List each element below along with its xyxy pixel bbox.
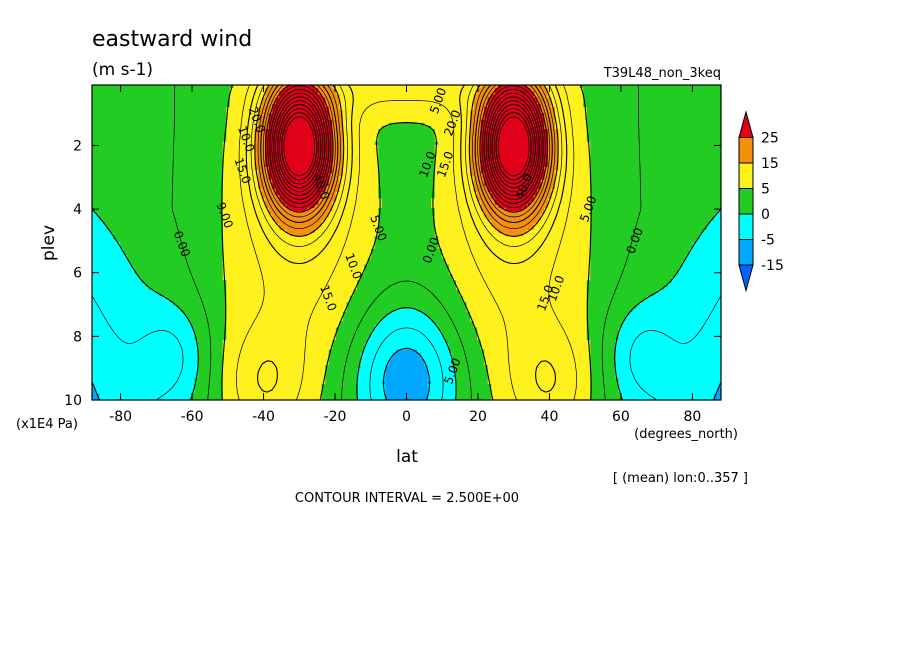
contour-line	[221, 85, 592, 400]
contour-line	[250, 85, 563, 247]
colorbar-segment	[738, 213, 754, 240]
contour-line	[275, 100, 538, 193]
colorbar-segment	[738, 137, 754, 164]
x-tick-label: -80	[109, 409, 132, 425]
contour-line	[273, 96, 540, 197]
contour-line	[277, 103, 536, 189]
contour-field: 5.0020.015.010.09.000.0040.010.05.0015.0…	[92, 85, 721, 400]
colorbar-top-arrow	[738, 110, 754, 138]
colorbar-label: 15	[761, 156, 779, 172]
contour-line	[171, 85, 642, 400]
y-axis-units: (x1E4 Pa)	[16, 417, 78, 432]
colorbar-label: 0	[761, 207, 770, 223]
contour-line	[262, 85, 551, 218]
x-axis-units: (degrees_north)	[634, 427, 738, 442]
y-axis-label: plev	[39, 225, 59, 261]
x-tick-label: -40	[252, 409, 275, 425]
colorbar-segment	[738, 239, 754, 266]
contour-line	[236, 85, 577, 400]
y-tick-label: 8	[73, 329, 82, 345]
contour-line	[245, 85, 568, 393]
x-axis: -80 -60 -40 -20 0 20 40 60 80	[109, 85, 701, 425]
contour-line	[92, 295, 721, 400]
contour-line	[279, 108, 534, 185]
contour-lines	[92, 85, 721, 400]
contour-line	[281, 111, 532, 181]
contour-interval: CONTOUR INTERVAL = 2.500E+00	[295, 491, 519, 506]
colorbar-label: 5	[761, 182, 770, 198]
x-tick-label: -60	[181, 409, 204, 425]
colorbar-label: 25	[761, 131, 779, 147]
subtitle: [ (mean) lon:0..357 ]	[613, 471, 748, 486]
contour-labels: 5.0020.015.010.09.000.0040.010.05.0015.0…	[171, 86, 646, 386]
chart-title: eastward wind	[92, 27, 252, 52]
contour-line	[283, 116, 530, 177]
contour-line	[267, 85, 546, 209]
x-tick-label: -20	[324, 409, 347, 425]
x-tick-label: 80	[683, 409, 701, 425]
chart-units: (m s-1)	[92, 60, 153, 80]
colorbar-bottom-arrow	[738, 264, 754, 293]
colorbar-label: -5	[761, 233, 775, 249]
x-tick-label: 40	[541, 409, 559, 425]
x-tick-label: 0	[402, 409, 411, 425]
contour-line	[257, 85, 556, 230]
run-label: T39L48_non_3keq	[603, 66, 721, 81]
contour-line	[269, 88, 544, 205]
colorbar-segment	[738, 162, 754, 189]
colorbar-label: -15	[761, 258, 784, 274]
y-axis: 2 4 6 8 10	[64, 138, 721, 409]
y-tick-label: 4	[73, 202, 82, 218]
colorbar: 25 15 5 0 -5 -15	[738, 110, 784, 293]
y-tick-label: 2	[73, 138, 82, 154]
y-tick-label: 6	[73, 266, 82, 282]
x-tick-label: 60	[612, 409, 630, 425]
contour-line	[260, 85, 553, 224]
contour-line	[271, 92, 542, 200]
colorbar-segment	[738, 188, 754, 215]
x-tick-label: 20	[469, 409, 487, 425]
contour-line	[254, 85, 559, 237]
contour-line	[264, 85, 549, 213]
x-axis-label: lat	[396, 447, 418, 467]
y-tick-label: 10	[64, 393, 82, 409]
